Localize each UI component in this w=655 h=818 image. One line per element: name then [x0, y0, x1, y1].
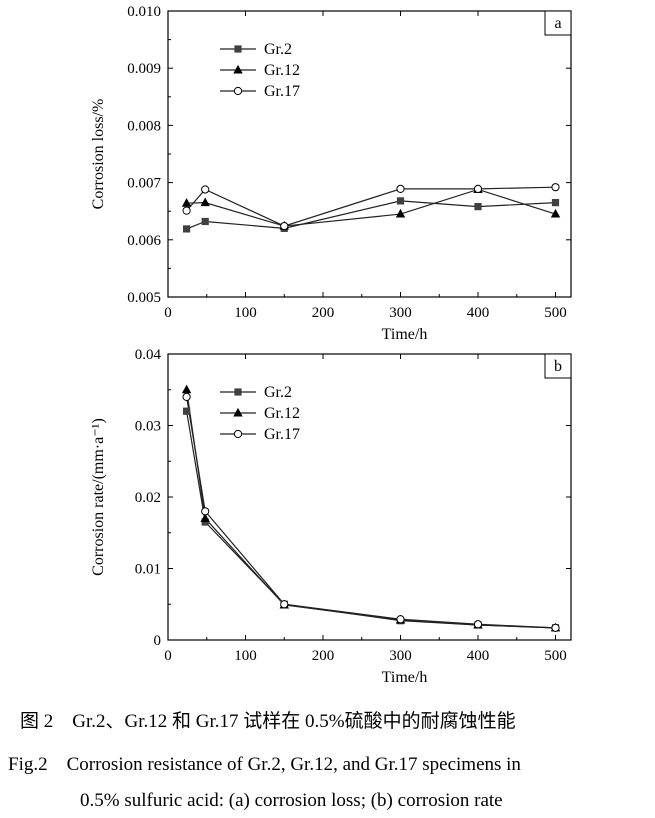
y-tick-label: 0.006	[127, 233, 161, 249]
y-tick-label: 0.03	[135, 419, 161, 435]
data-point-gr17	[396, 615, 405, 624]
y-axis-label: Corrosion rate/(mm·a⁻¹)	[90, 418, 107, 576]
legend-label: Gr.2	[264, 41, 292, 58]
x-tick-label: 300	[389, 305, 412, 321]
data-point-gr2	[201, 217, 209, 226]
x-tick-label: 200	[312, 648, 335, 664]
caption-english-line1: Fig.2 Corrosion resistance of Gr.2, Gr.1…	[8, 754, 521, 775]
y-tick-label: 0.02	[135, 490, 161, 506]
legend-marker	[233, 407, 243, 417]
x-tick-label: 0	[164, 305, 172, 321]
legend-label: Gr.12	[264, 405, 300, 422]
data-point-gr12	[181, 198, 192, 207]
data-point-gr17	[280, 221, 289, 231]
x-axis-label: Time/h	[382, 669, 428, 686]
data-point-gr17	[280, 600, 289, 609]
data-point-gr2	[551, 199, 560, 207]
x-tick-label: 500	[544, 648, 567, 664]
y-tick-label: 0.005	[127, 290, 161, 306]
data-point-gr12	[200, 197, 210, 207]
panel-label-box	[544, 10, 572, 36]
series-line-gr17	[186, 396, 556, 629]
data-point-gr17	[201, 507, 210, 516]
legend-marker	[233, 86, 243, 96]
y-tick-label: 0	[154, 633, 162, 649]
x-tick-label: 400	[467, 305, 490, 321]
y-axis-label: Corrosion loss/%	[90, 99, 107, 210]
series-line-gr2	[186, 411, 556, 629]
y-tick-label: 0.010	[127, 4, 161, 20]
panel-label: b	[554, 358, 562, 375]
legend-label: Gr.2	[264, 384, 292, 401]
data-point-gr12	[395, 208, 406, 218]
data-point-gr17	[473, 620, 483, 629]
y-tick-label: 0.008	[127, 118, 161, 134]
legend-label: Gr.12	[264, 62, 300, 79]
x-axis-label: Time/h	[382, 326, 428, 343]
x-tick-label: 100	[234, 305, 257, 321]
legend-marker	[233, 429, 243, 439]
data-point-gr12	[200, 513, 210, 522]
legend-marker	[234, 45, 242, 53]
chart-panel-a: 0 100 200 300 400 500 0.005 0.006 0.007 0.008 0.00…	[90, 4, 572, 343]
legend-marker	[233, 64, 243, 74]
series-line-gr2	[186, 200, 556, 230]
figure: 0 100 200 300 400 500 0.005 0.006 0.007 0.008 0.00…	[90, 4, 572, 686]
caption-chinese: 图 2 Gr.2、Gr.12 和 Gr.17 试样在 0.5%硫酸中的耐腐蚀性能	[20, 711, 516, 732]
data-point-gr2	[182, 407, 191, 415]
x-tick-label: 200	[312, 305, 335, 321]
data-point-gr2	[474, 203, 482, 211]
x-tick-label: 400	[467, 648, 490, 664]
data-point-gr12	[550, 208, 561, 218]
data-point-gr12	[181, 384, 192, 394]
chart-panel-b: 0 100 200 300 400 500 0 0.01 0.02 0.03 0.04 Time/h C…	[90, 347, 572, 686]
data-point-gr17	[551, 623, 560, 632]
plot-frame	[167, 10, 572, 298]
data-point-gr17	[551, 183, 560, 192]
x-tick-label: 0	[164, 648, 172, 664]
panel-label-box	[544, 353, 572, 379]
data-point-gr17	[396, 184, 405, 193]
series-line-gr12	[186, 389, 556, 629]
plot-frame	[167, 353, 572, 641]
data-point-gr17	[182, 206, 191, 215]
y-tick-label: 0.007	[127, 176, 161, 192]
data-point-gr17	[182, 392, 191, 401]
legend-label: Gr.17	[264, 83, 300, 100]
data-point-gr2	[182, 225, 191, 233]
caption-english-line2: 0.5% sulfuric acid: (a) corrosion loss; …	[80, 790, 503, 811]
x-tick-label: 100	[234, 648, 257, 664]
data-point-gr17	[201, 185, 210, 194]
panel-label: a	[554, 15, 561, 32]
data-point-gr2	[396, 197, 405, 205]
series-line-gr12	[186, 188, 556, 227]
y-tick-label: 0.04	[135, 347, 162, 363]
data-point-gr17	[473, 184, 483, 193]
series-line-gr17	[186, 186, 556, 227]
legend-label: Gr.17	[264, 426, 300, 443]
y-tick-label: 0.01	[135, 562, 161, 578]
x-tick-label: 300	[389, 648, 412, 664]
y-tick-label: 0.009	[127, 61, 161, 77]
legend-marker	[234, 388, 242, 396]
x-tick-label: 500	[544, 305, 567, 321]
